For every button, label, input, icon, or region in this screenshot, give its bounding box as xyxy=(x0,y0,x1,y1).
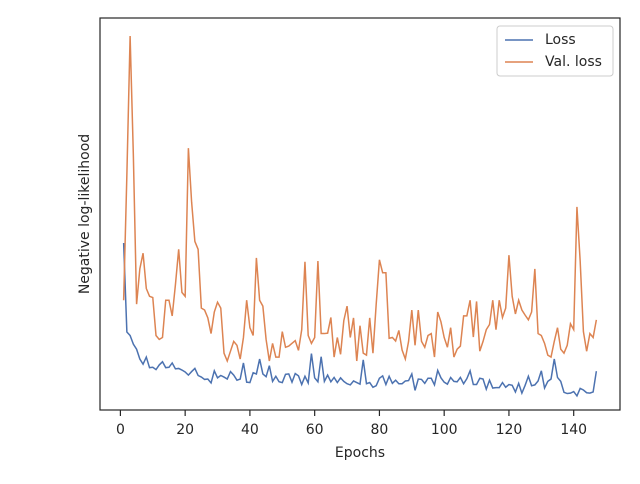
x-tick-label: 120 xyxy=(496,422,523,438)
legend-label: Val. loss xyxy=(545,54,602,70)
x-tick-label: 140 xyxy=(560,422,587,438)
x-tick-label: 0 xyxy=(116,422,125,438)
x-tick-label: 40 xyxy=(241,422,259,438)
x-tick-label: 100 xyxy=(431,422,458,438)
series-line xyxy=(122,242,598,398)
plot-frame xyxy=(99,17,621,411)
x-tick-label: 20 xyxy=(176,422,194,438)
y-axis-label: Negative log-likelihood xyxy=(77,134,93,294)
series-line xyxy=(122,36,598,364)
x-tick-label: 80 xyxy=(371,422,389,438)
legend-label: Loss xyxy=(545,32,576,48)
legend-box xyxy=(496,25,614,77)
x-axis-label: Epochs xyxy=(335,445,385,461)
x-tick-label: 60 xyxy=(306,422,324,438)
